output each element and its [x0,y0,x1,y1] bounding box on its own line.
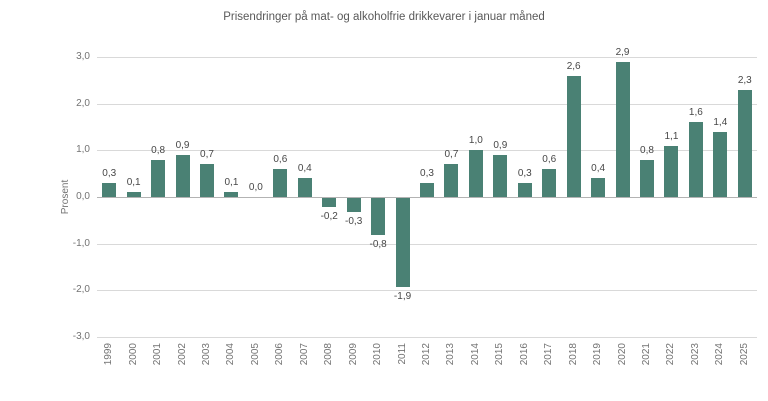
x-tick-label: 2017 [543,343,555,366]
x-tick-label: 2021 [641,343,652,366]
bar-2023 [688,122,703,197]
bar-value-label: 0,3 [420,168,434,179]
x-tick-label: 2003 [201,343,212,366]
x-tick-label: 2000 [127,343,139,366]
bar-2006 [273,169,288,197]
bar-2021 [640,159,654,197]
x-tick-label: 2025 [738,343,750,366]
bar-value-label: -0,8 [369,239,387,251]
bar-2022 [664,145,679,197]
bar-value-label: -0,2 [320,211,338,223]
gridline [97,337,757,338]
x-tick-label: 2008 [323,343,335,366]
bar-value-label: 0,7 [444,149,459,161]
bar-value-label: 0,4 [297,163,312,175]
x-tick-label: 2002 [176,343,188,366]
x-tick-label: 2006 [274,343,286,366]
bar-value-label: 1,0 [468,135,483,147]
bar-value-label: 1,6 [688,107,703,119]
x-tick-label: 2004 [225,343,237,366]
x-tick-label: 1999 [103,343,115,366]
bar-2003 [200,164,214,197]
y-tick-label: -2,0 [72,284,90,296]
x-tick-label: 2010 [372,343,384,366]
x-tick-label: 2014 [469,343,481,366]
bar-value-label: -1,9 [393,290,412,302]
x-tick-label: 2013 [445,343,457,366]
x-tick-label: 2024 [714,343,726,366]
chart-title: Prisendringer på mat- og alkoholfrie dri… [223,11,545,23]
x-tick-label: 2020 [616,343,628,366]
y-tick-label: 3,0 [76,51,90,62]
gridline [97,290,757,292]
x-tick-label: 2016 [518,343,530,366]
x-tick-label: 2009 [347,343,359,366]
bar-2012 [420,183,434,197]
bar-value-label: 0,1 [126,177,141,189]
x-tick-label: 2022 [665,343,677,366]
bar-value-label: 0,8 [151,144,166,156]
bar-value-label: 0,9 [175,140,190,151]
bar-2015 [493,155,508,197]
bar-2019 [591,178,606,197]
bar-2024 [713,131,728,197]
bar-value-label: 2,9 [615,46,630,58]
bar-value-label: 0,6 [542,154,557,165]
bar-value-label: 2,6 [566,60,581,72]
bar-2004 [224,192,239,197]
bar-value-label: 0,3 [517,168,532,179]
bar-2007 [297,178,312,197]
bar-2011 [395,198,410,287]
plot-area: 0,3 0,1 0,8 0,9 0,7 0,1 0,0 0,6 0,4 -0,2 -0,3 -0,8 -… [97,47,757,338]
bar-value-label: 0,8 [640,144,654,156]
bar-2016 [517,183,532,197]
bar-value-label: 0,7 [200,149,214,161]
bar-2017 [542,169,557,197]
y-tick-label: 2,0 [76,97,90,109]
x-tick-label: 2011 [396,343,408,365]
gridline [97,150,757,152]
gridline [97,103,757,105]
y-tick-label: 1,0 [76,144,90,156]
bar-value-label: 0,3 [102,168,117,179]
bar-value-label: 2,3 [737,74,752,86]
x-tick-label: 2018 [567,343,579,366]
y-tick-label: 0,0 [76,191,90,202]
bar-value-label: 0,4 [591,163,606,175]
bar-value-label: 1,4 [713,116,728,128]
bar-2002 [175,155,190,197]
bar-value-label: 0,0 [248,182,263,193]
gridline [97,243,757,245]
bar-2013 [444,164,459,197]
bar-2009 [346,198,361,212]
bar-value-label: 0,1 [224,177,239,189]
x-tick-label: 2015 [494,343,506,366]
x-tick-label: 2023 [689,343,701,366]
bar-2014 [468,150,483,197]
gridline [97,57,757,58]
bar-value-label: 0,6 [273,154,288,165]
bar-value-label: 0,9 [493,140,508,151]
x-tick-label: 2001 [152,343,164,366]
bar-1999 [102,183,117,197]
bar-2001 [151,159,166,197]
bar-2025 [737,89,752,197]
x-tick-label: 2019 [592,343,604,366]
bar-2010 [371,198,386,236]
y-tick-label: -1,0 [72,237,90,249]
bar-2020 [615,61,630,197]
y-tick-label: -3,0 [72,331,90,342]
bar-2018 [566,75,581,197]
x-tick-label: 2007 [298,343,310,366]
bar-2000 [126,192,141,197]
zero-gridline [97,197,757,198]
bar-2008 [322,198,337,208]
x-tick-label: 2005 [249,343,261,366]
bar-value-label: 1,1 [664,130,679,142]
bar-value-label: -0,3 [345,216,363,227]
x-tick-label: 2012 [421,343,432,366]
